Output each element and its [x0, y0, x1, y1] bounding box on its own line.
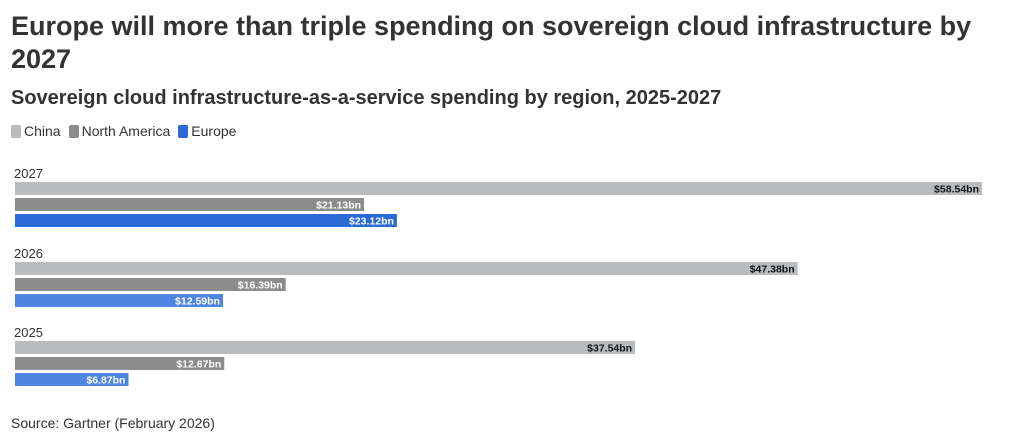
legend-label-north-america: North America [81, 123, 171, 139]
legend-swatch-china [11, 124, 21, 138]
data-label-europe-2025: $6.87bn [86, 375, 125, 387]
source-note: Source: Gartner (February 2026) [11, 415, 215, 431]
bar-north-america-2025 [15, 357, 225, 370]
legend-item-europe: Europe [178, 123, 236, 139]
legend: China North America Europe [11, 123, 244, 139]
bar-chart: 2027 $58.54bn $21.13bn $23.12bn 2026 $47.38bn… [14, 166, 982, 387]
data-label-china-2027: $58.54bn [934, 184, 979, 196]
chart-subtitle: Sovereign cloud infrastructure-as-a-serv… [11, 87, 722, 109]
bar-europe-2026 [15, 294, 223, 307]
bar-north-america-2027 [15, 198, 365, 211]
legend-swatch-europe [178, 124, 189, 138]
legend-label-europe: Europe [191, 123, 237, 139]
bar-north-america-2026 [15, 278, 286, 291]
legend-swatch-north-america [68, 124, 79, 138]
bar-europe-2027 [15, 214, 397, 227]
category-label-2025: 2025 [14, 325, 43, 340]
data-label-europe-2027: $23.12bn [349, 216, 394, 228]
legend-item-china: China [11, 123, 61, 139]
data-label-china-2025: $37.54bn [587, 343, 632, 355]
data-label-north-america-2027: $21.13bn [316, 200, 361, 212]
data-label-china-2026: $47.38bn [750, 264, 795, 276]
bar-china-2027 [15, 182, 982, 195]
chart-title: Europe will more than triple spending on… [11, 11, 972, 74]
legend-item-north-america: North America [68, 123, 171, 139]
data-label-europe-2026: $12.59bn [175, 296, 220, 308]
category-label-2026: 2026 [14, 246, 43, 261]
bar-china-2026 [15, 262, 798, 275]
data-label-north-america-2026: $16.39bn [238, 280, 283, 292]
category-label-2027: 2027 [14, 166, 43, 181]
legend-label-china: China [24, 123, 61, 139]
data-label-north-america-2025: $12.67bn [176, 359, 221, 371]
bar-europe-2025 [15, 373, 129, 386]
bar-china-2025 [15, 341, 636, 354]
